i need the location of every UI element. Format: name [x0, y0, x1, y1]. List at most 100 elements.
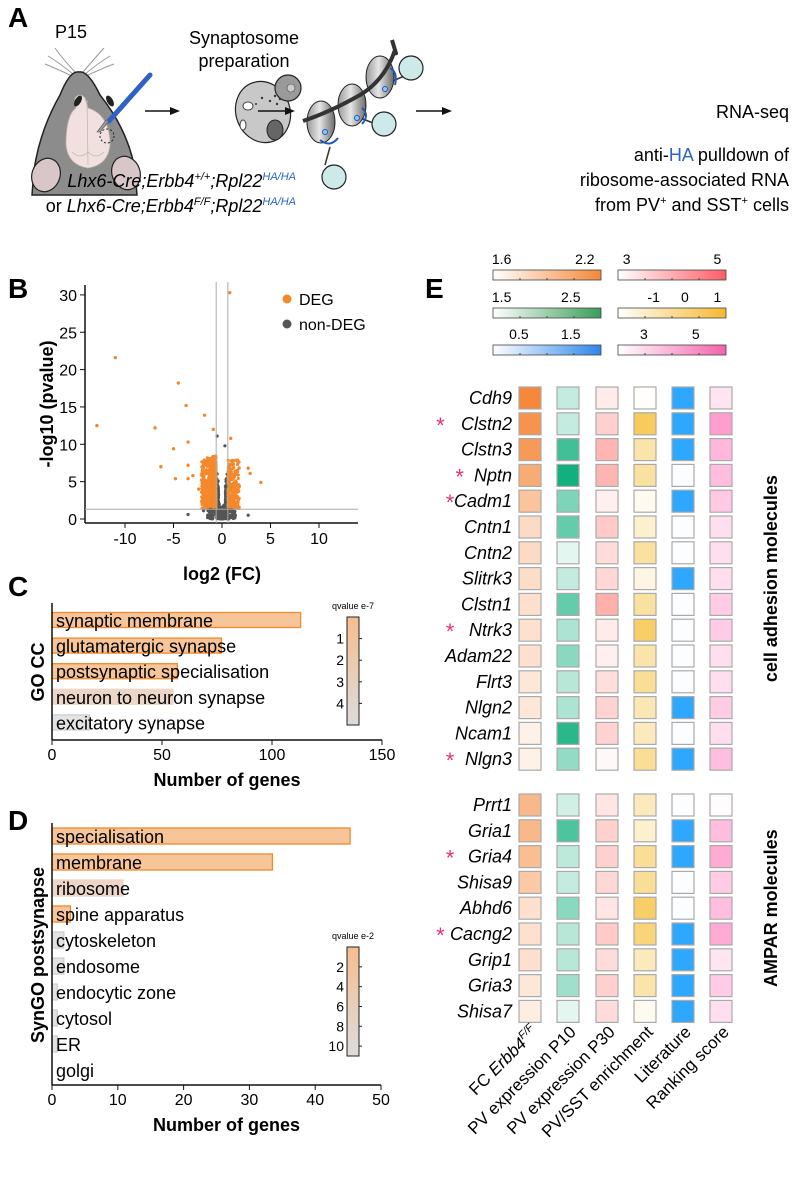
gene-label: Cacng2 [450, 924, 512, 944]
non-deg-point [223, 444, 227, 448]
heatmap-cell [671, 412, 695, 436]
deg-point [205, 461, 210, 465]
heatmap-cell [556, 515, 580, 539]
gene-label: Prrt1 [473, 795, 512, 815]
colorbar-tick-label: 1.5 [492, 289, 512, 305]
significance-star: * [455, 464, 464, 489]
x-tick-label: 0 [48, 1092, 57, 1109]
deg-point [236, 459, 240, 464]
deg-point [259, 480, 263, 485]
heatmap-row: Nlgn2 [465, 695, 733, 720]
legend-label: DEG [299, 292, 334, 309]
heatmap-cell [709, 386, 733, 410]
deg-point [204, 483, 208, 487]
deg-point [233, 488, 237, 492]
heatmap-row: Grip1 [468, 948, 733, 972]
gene-label: Abhd6 [459, 898, 513, 918]
legend-marker [282, 319, 292, 329]
x-axis-label: log2 (FC) [183, 564, 261, 584]
heatmap-cell [709, 489, 733, 513]
heatmap-row: Nptn * [455, 463, 733, 489]
pulldown-line-2: ribosome-associated RNA [580, 170, 789, 190]
bar-label: cytoskeleton [56, 931, 156, 951]
heatmap-cell [709, 515, 733, 539]
heatmap-cell [671, 948, 695, 972]
deg-point [212, 465, 216, 470]
x-tick-label: 150 [369, 747, 396, 764]
synaptosome-illustration [234, 74, 302, 144]
heatmap-cell [633, 515, 657, 539]
bar-label: ER [56, 1035, 81, 1055]
heatmap-cell [633, 463, 657, 487]
deg-point [234, 479, 238, 483]
heatmap-row: Clstn3 [461, 438, 733, 462]
non-deg-point [228, 514, 232, 518]
heatmap-cell [633, 412, 657, 436]
deg-point [171, 447, 176, 451]
x-tick-label: 100 [259, 747, 286, 764]
arrow-icon [258, 107, 295, 115]
heatmap-row: Ntrk3 * [446, 618, 733, 644]
heatmap-cell [709, 973, 733, 998]
gene-label: Cdh9 [469, 388, 512, 408]
heatmap-cell [671, 973, 695, 998]
heatmap-cell [709, 721, 733, 746]
heatmap-cell [709, 618, 733, 642]
heatmap-cell [595, 412, 619, 436]
group-label: cell adhesion molecules [761, 475, 781, 682]
deg-point [212, 471, 216, 475]
heatmap-cell [556, 819, 580, 843]
deg-point [206, 502, 210, 506]
heatmap-cell [709, 948, 733, 972]
heatmap-cell [518, 844, 542, 869]
colorbar-tick-label: 2 [336, 959, 344, 975]
heatmap-cell [556, 644, 580, 668]
x-tick-label: -10 [113, 531, 136, 548]
deg-point [209, 481, 214, 485]
deg-point [202, 480, 206, 484]
rna-seq-label: RNA-seq [716, 102, 789, 122]
heatmap-cell [595, 819, 619, 843]
deg-point [229, 494, 234, 499]
volcano-plot: 0 5 10 15 20 25 30 -10 -5 0 5 10 log2 (FC) -log10 (pv… [37, 282, 366, 584]
gene-label: Adam22 [444, 646, 512, 666]
heatmap-cell [518, 412, 542, 436]
step1-line2: preparation [198, 51, 289, 71]
age-label: P15 [55, 22, 87, 42]
x-tick-label: 40 [306, 1092, 324, 1109]
heatmap-cell [633, 695, 657, 720]
heatmap-cell [556, 999, 580, 1024]
deg-point [203, 496, 208, 500]
y-tick-label: 15 [59, 400, 77, 417]
y-tick-label: 10 [59, 437, 77, 454]
qvalue-colorbar [346, 946, 360, 1057]
bar-label: cytosol [56, 1009, 112, 1029]
heatmap-row: Flrt3 [476, 670, 733, 694]
deg-point [232, 474, 237, 479]
heatmap-cell [518, 948, 542, 972]
pulldown-line-1: anti-HA pulldown of [634, 145, 790, 165]
heatmap-cell [633, 489, 657, 513]
bar-label: glutamatergic synapse [56, 637, 236, 657]
non-deg-point [219, 511, 223, 515]
x-tick-label: -5 [166, 531, 180, 548]
gene-label: Gria3 [468, 976, 512, 996]
heatmap-cell [671, 844, 695, 869]
deg-point [202, 460, 206, 464]
deg-point [199, 478, 204, 482]
deg-point [230, 461, 234, 466]
deg-point [201, 465, 205, 469]
heatmap-cell [709, 922, 733, 946]
pulldown-line-3: from PV+ and SST+ cells [595, 195, 789, 215]
colorbar-tick-label: 2.2 [575, 251, 595, 267]
heatmap-cell [633, 819, 657, 843]
y-axis-label: -log10 (pvalue) [37, 340, 57, 467]
heatmap-cell [556, 973, 580, 998]
deg-point [233, 504, 237, 508]
heatmap-cell [518, 618, 542, 642]
heatmap-cell [518, 541, 542, 565]
colorbar-tick-label: 2 [336, 652, 344, 668]
heatmap-cell [595, 541, 619, 565]
deg-point [235, 473, 240, 477]
